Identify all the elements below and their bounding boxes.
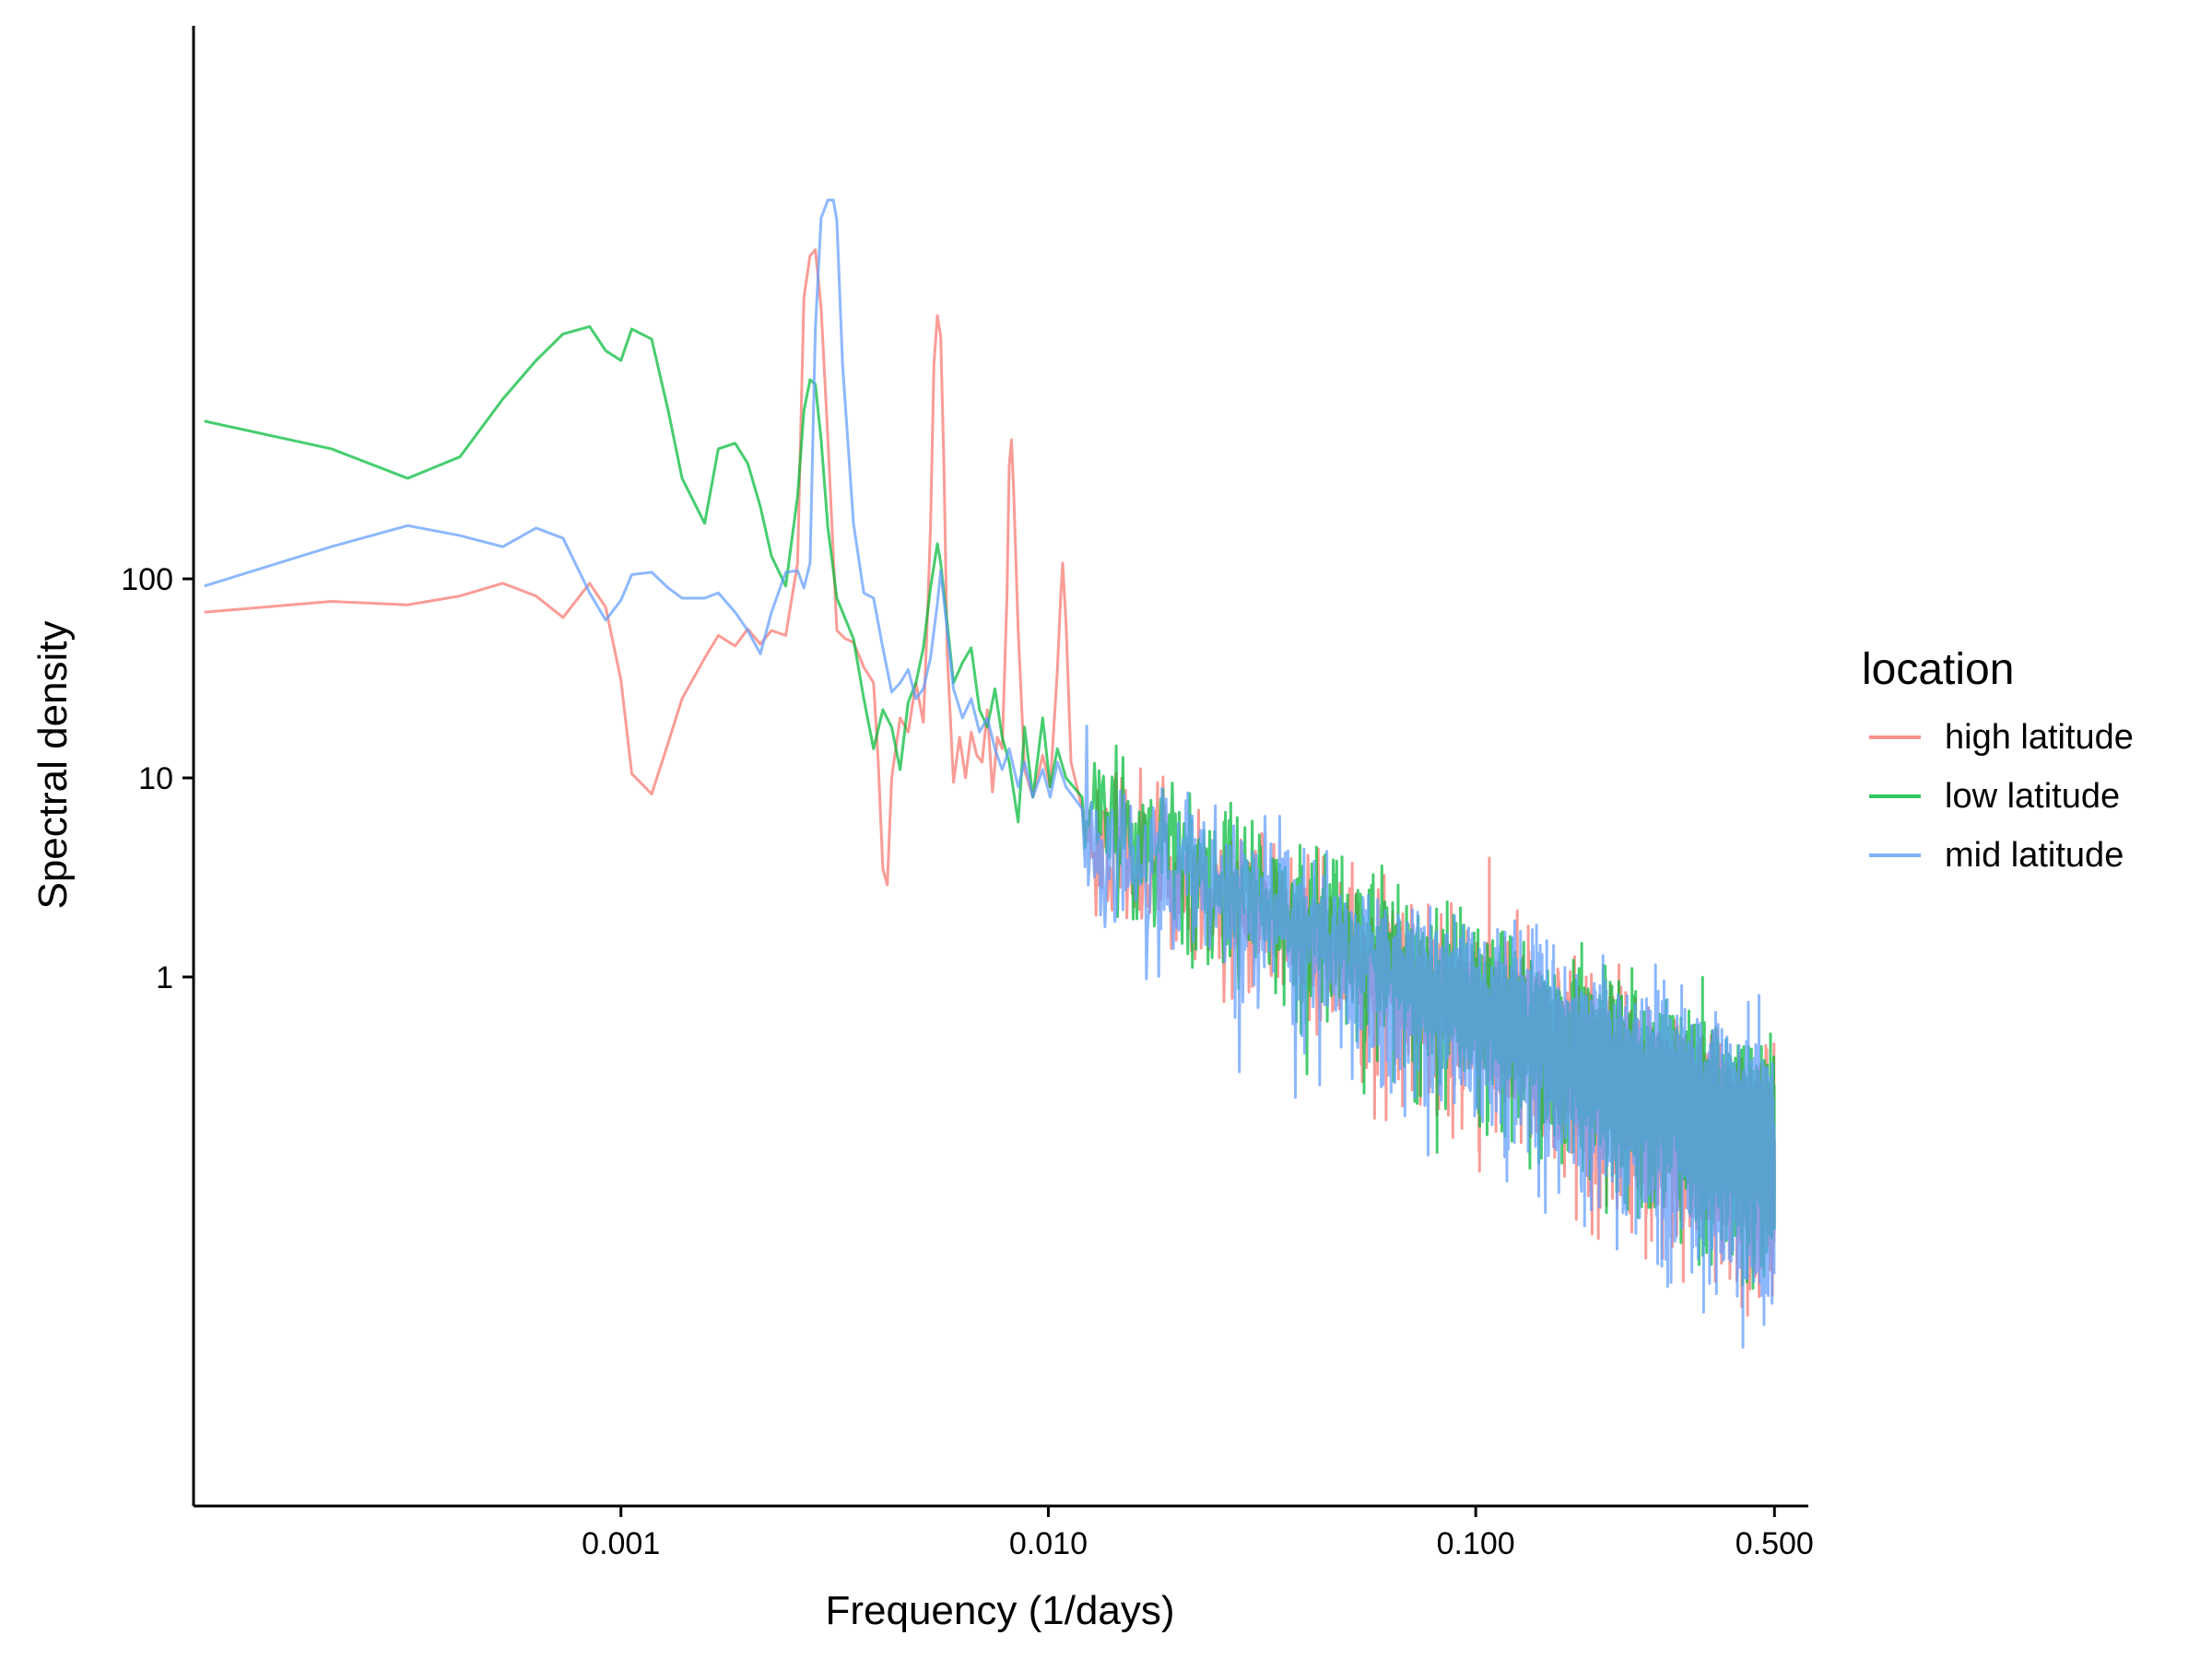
y-tick-label: 10 — [138, 761, 173, 796]
legend-title: location — [1862, 645, 2014, 694]
y-axis-ticks: 1 10 100 — [121, 562, 194, 995]
legend: location high latitude low latitude mid la… — [1862, 645, 2134, 875]
x-tick-label: 0.500 — [1735, 1526, 1814, 1561]
legend-label: mid latitude — [1945, 836, 2124, 875]
y-tick-label: 1 — [156, 960, 173, 995]
y-axis-title: Spectral density — [30, 620, 76, 909]
x-tick-label: 0.100 — [1437, 1526, 1515, 1561]
legend-label: low latitude — [1945, 777, 2120, 816]
x-axis-ticks: 0.001 0.010 0.100 0.500 — [582, 1506, 1814, 1561]
legend-entries: high latitude low latitude mid latitude — [1869, 718, 2134, 875]
x-axis-title: Frequency (1/days) — [825, 1588, 1174, 1633]
series-line-mid-latitude — [204, 198, 1776, 1349]
series-layer — [204, 198, 1776, 1349]
x-tick-label: 0.010 — [1009, 1526, 1088, 1561]
x-tick-label: 0.001 — [582, 1526, 660, 1561]
y-tick-label: 100 — [121, 562, 173, 597]
legend-label: high latitude — [1945, 718, 2134, 757]
